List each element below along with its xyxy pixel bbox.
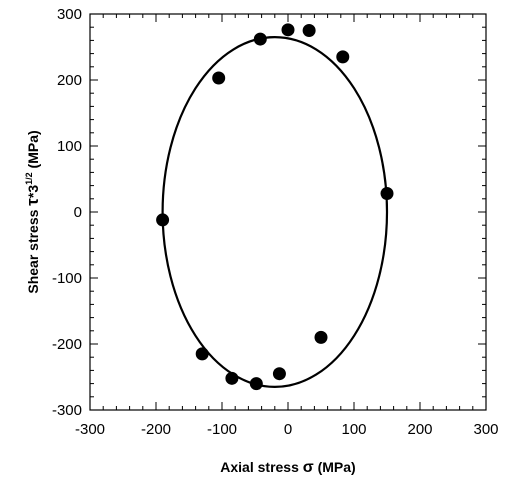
x-tick-label: 300 (473, 421, 498, 438)
data-point (225, 371, 239, 385)
x-tick-label: 100 (341, 421, 366, 438)
y-tick-labels: -300 -200 -100 0 100 200 300 (52, 6, 82, 419)
data-point (302, 24, 316, 37)
y-tick-label: 300 (57, 6, 82, 23)
y-tick-label: -100 (52, 270, 82, 287)
data-point (281, 23, 295, 37)
x-tick-label: -300 (75, 421, 105, 438)
data-point (253, 32, 267, 46)
ticks-layer (89, 13, 487, 411)
data-point (314, 330, 328, 344)
y-tick-label: -300 (52, 402, 82, 419)
x-tick-labels: -300 -200 -100 0 100 200 300 (75, 421, 499, 438)
y-tick-label: 200 (57, 72, 82, 89)
data-point (156, 213, 170, 227)
y-tick-label: -200 (52, 336, 82, 353)
data-point (380, 187, 394, 201)
data-point (212, 71, 226, 85)
data-point (249, 377, 263, 391)
data-point (336, 50, 350, 64)
fit-ellipse-curve (161, 36, 389, 388)
fit-ellipse-layer (161, 36, 389, 388)
x-axis-title: Axial stress σ (MPa) (220, 459, 355, 476)
x-tick-label: -100 (207, 421, 237, 438)
data-point (272, 367, 286, 381)
data-point (195, 347, 209, 361)
plot-frame (89, 13, 487, 411)
y-tick-label: 100 (57, 138, 82, 155)
data-points-layer (156, 23, 394, 391)
x-tick-label: -200 (141, 421, 171, 438)
x-tick-label: 0 (284, 421, 292, 438)
y-tick-label: 0 (74, 204, 82, 221)
y-axis-title: Shear stress τ*31/2 (MPa) (23, 130, 42, 293)
x-tick-label: 200 (407, 421, 432, 438)
